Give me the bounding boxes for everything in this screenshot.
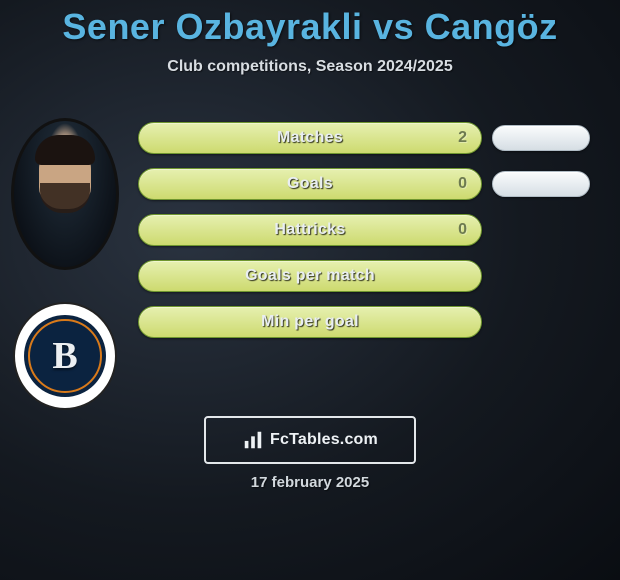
stat-row: Hattricks 0 (138, 214, 482, 246)
brand-box: FcTables.com (204, 416, 416, 464)
stats-list: Matches 2 Goals 0 Hattricks 0 Goals per match M… (138, 122, 482, 338)
bar-chart-icon (242, 429, 264, 451)
stat-row: Matches 2 (138, 122, 482, 154)
stat-row: Goals 0 (138, 168, 482, 200)
stat-label: Matches (277, 129, 343, 147)
player-b-avatar: B (13, 302, 117, 410)
generation-date: 17 february 2025 (0, 474, 620, 491)
stat-value-player-a: 2 (458, 129, 467, 147)
avatar-hair (35, 135, 95, 165)
comparison-card: Sener Ozbayrakli vs Cangöz Club competit… (0, 0, 620, 580)
page-subtitle: Club competitions, Season 2024/2025 (0, 58, 620, 76)
stat-label: Goals (287, 175, 333, 193)
stat-label: Goals per match (245, 267, 375, 285)
stat-row: Goals per match (138, 260, 482, 292)
player-b-value-pill (492, 171, 590, 197)
brand-text: FcTables.com (270, 431, 378, 449)
stat-value-player-a: 0 (458, 221, 467, 239)
stat-label: Hattricks (274, 221, 345, 239)
club-crest: B (24, 315, 106, 397)
player-a-avatar (11, 118, 119, 270)
stat-row: Min per goal (138, 306, 482, 338)
stat-label: Min per goal (261, 313, 359, 331)
avatar-column: B (6, 118, 124, 410)
player-b-value-pill (492, 125, 590, 151)
crest-ring (28, 319, 102, 393)
page-title: Sener Ozbayrakli vs Cangöz (0, 0, 620, 48)
avatar-beard (40, 183, 90, 213)
stat-value-player-a: 0 (458, 175, 467, 193)
